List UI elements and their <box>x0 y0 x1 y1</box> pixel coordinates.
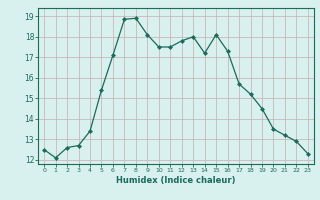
X-axis label: Humidex (Indice chaleur): Humidex (Indice chaleur) <box>116 176 236 185</box>
